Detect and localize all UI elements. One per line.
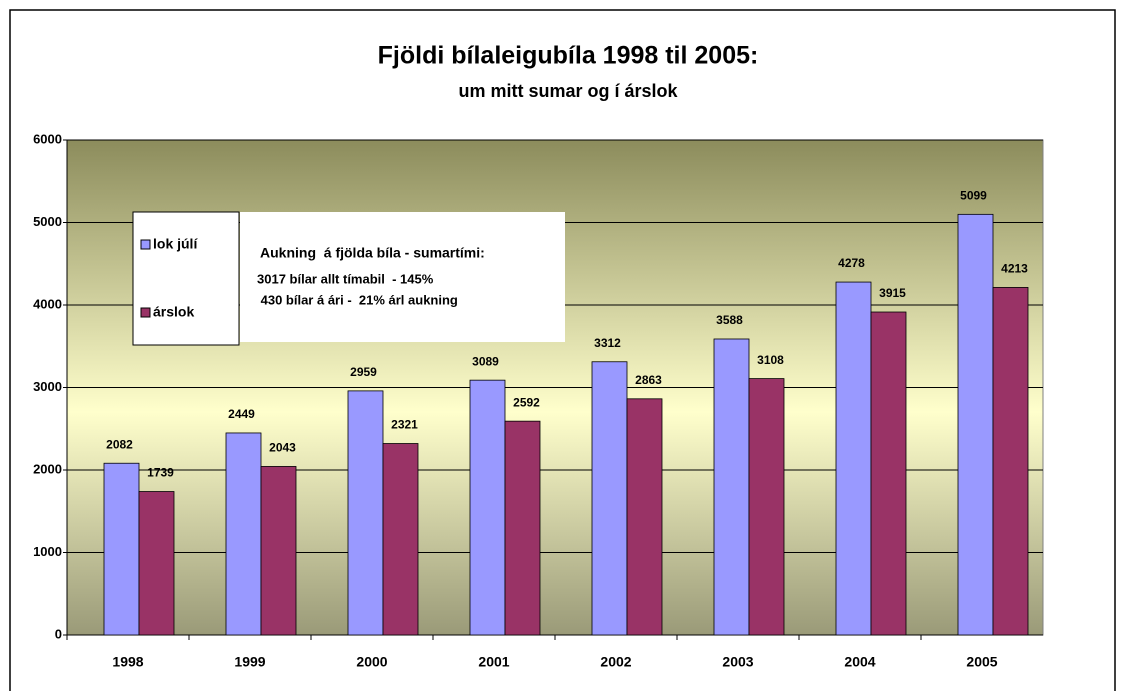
legend-swatch [140, 239, 151, 250]
x-tick-label: 1998 [112, 654, 143, 670]
value-label: 3089 [472, 354, 499, 368]
x-tick-label: 2003 [722, 654, 753, 670]
bar [260, 466, 297, 636]
bar [382, 443, 419, 636]
x-tick-label: 2004 [844, 654, 875, 670]
value-label: 3312 [594, 336, 621, 350]
value-label: 4278 [838, 256, 865, 270]
bar [835, 281, 872, 636]
value-label: 3588 [716, 313, 743, 327]
y-tick-label: 4000 [33, 296, 62, 311]
annotation: 430 bílar á ári - 21% árl aukning [257, 292, 458, 307]
legend [132, 211, 240, 346]
legend-swatch [140, 307, 151, 318]
bar [713, 338, 750, 636]
legend-label: lok júlí [153, 236, 198, 252]
y-tick-label: 2000 [33, 461, 62, 476]
x-tick-label: 2000 [356, 654, 387, 670]
value-label: 3108 [757, 353, 784, 367]
legend-label: árslok [153, 304, 194, 320]
bar [469, 379, 506, 636]
bar [225, 432, 262, 636]
bar [504, 420, 541, 636]
chart-title: Fjöldi bílaleigubíla 1998 til 2005: [378, 42, 759, 70]
y-tick-label: 6000 [33, 131, 62, 146]
value-label: 2863 [635, 373, 662, 387]
value-label: 2449 [228, 407, 255, 421]
value-label: 1739 [147, 466, 174, 480]
chart-subtitle: um mitt sumar og í árslok [458, 81, 678, 101]
annotation-box [240, 212, 565, 342]
y-tick-label: 0 [55, 626, 62, 641]
y-tick-label: 3000 [33, 379, 62, 394]
bar [992, 287, 1029, 636]
bar [748, 378, 785, 636]
value-label: 2321 [391, 418, 418, 432]
bar [347, 390, 384, 636]
value-label: 5099 [960, 189, 987, 203]
bar [138, 491, 175, 636]
x-tick-label: 2002 [600, 654, 631, 670]
bar [591, 361, 628, 636]
annotation: Aukning á fjölda bíla - sumartími: [260, 245, 485, 261]
x-tick-label: 1999 [234, 654, 265, 670]
y-tick-label: 1000 [33, 544, 62, 559]
bar [957, 213, 994, 636]
value-label: 2592 [513, 395, 540, 409]
y-tick-label: 5000 [33, 214, 62, 229]
x-tick-label: 2001 [478, 654, 509, 670]
value-label: 2082 [106, 437, 133, 451]
bar [103, 462, 140, 636]
annotation: 3017 bílar allt tímabil - 145% [257, 271, 434, 286]
x-tick-label: 2005 [966, 654, 997, 670]
value-label: 4213 [1001, 262, 1028, 276]
value-label: 3915 [879, 286, 906, 300]
value-label: 2959 [350, 365, 377, 379]
value-label: 2043 [269, 441, 296, 455]
bar [626, 398, 663, 636]
bar [870, 311, 907, 636]
